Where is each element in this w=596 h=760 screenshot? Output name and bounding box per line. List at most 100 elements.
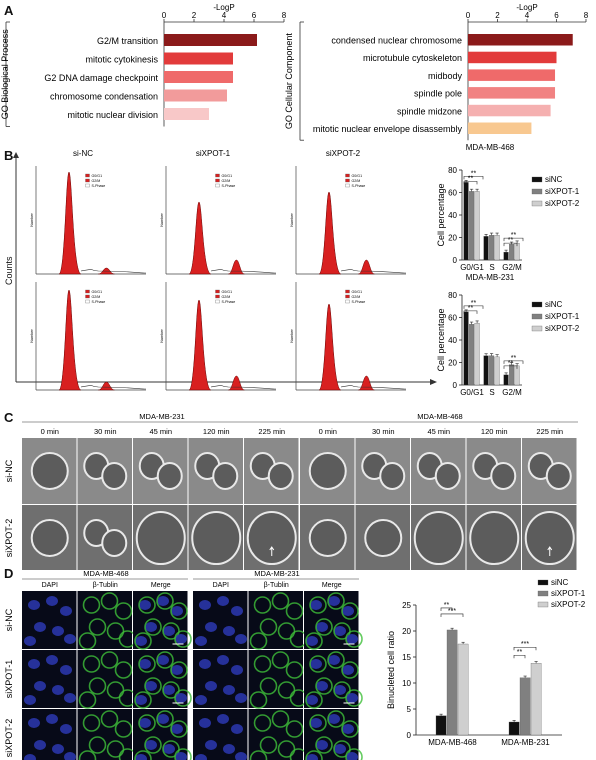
channel-label: DAPI xyxy=(213,582,229,589)
binucleated-bar xyxy=(519,677,531,736)
cc-tick-label: 8 xyxy=(584,11,589,20)
s-phase-trace xyxy=(340,269,407,274)
tubulin-signal xyxy=(341,661,359,679)
tubulin-signal xyxy=(271,710,290,728)
cellcycle-0-y-tick-label: 40 xyxy=(448,211,457,220)
cc-term-label: midbody xyxy=(428,71,463,81)
hist-legend-label: S-Phase xyxy=(222,300,236,304)
cellcycle-1-category-label: G0/G1 xyxy=(460,388,484,397)
cellcycle-1-legend-swatch xyxy=(531,313,543,320)
daughter-cell xyxy=(101,529,128,557)
nucleus xyxy=(24,754,36,760)
binucleated-category-label: MDA-MB-468 xyxy=(428,738,477,747)
nucleus xyxy=(28,718,40,728)
nucleus xyxy=(34,622,46,632)
cell xyxy=(308,452,347,490)
tubulin-signal xyxy=(327,592,345,610)
g1-peak xyxy=(318,191,342,275)
hist-legend-swatch xyxy=(215,178,220,183)
nucleus xyxy=(52,744,64,754)
g2-peak xyxy=(228,375,245,391)
hist-legend-label: S-Phase xyxy=(352,300,366,304)
cell xyxy=(30,519,69,557)
cc-bar xyxy=(468,34,573,46)
binucleated-y-tick-label: 25 xyxy=(402,601,411,610)
tubulin-signal xyxy=(170,720,188,738)
tubulin-signal xyxy=(345,748,363,760)
nucleus xyxy=(46,655,58,665)
nucleus xyxy=(334,685,346,695)
cc-term-label: spindle midzone xyxy=(397,106,462,116)
nucleus xyxy=(145,681,157,691)
cellcycle-0-legend-label: siNC xyxy=(545,175,563,184)
nucleus xyxy=(60,606,72,616)
hist-legend-label: G2/M xyxy=(352,179,361,183)
tubulin-signal xyxy=(134,632,152,650)
time-label: 30 min xyxy=(372,427,395,436)
nucleus xyxy=(171,606,183,616)
time-label: 120 min xyxy=(203,427,230,436)
tubulin-signal xyxy=(309,596,327,614)
cc-term-label: spindle pole xyxy=(414,89,462,99)
tubulin-signal xyxy=(78,691,97,709)
nucleus xyxy=(205,740,217,750)
hist-legend-label: G2/M xyxy=(92,295,101,299)
micrograph xyxy=(77,650,132,708)
tubulin-signal xyxy=(100,710,119,728)
cc-bar xyxy=(468,122,532,134)
tubulin-signal xyxy=(106,740,125,758)
nucleus xyxy=(46,596,58,606)
hist-legend-swatch xyxy=(345,294,350,299)
time-label: 225 min xyxy=(536,427,563,436)
binucleated-y-tick-label: 15 xyxy=(402,653,411,662)
cell-line-title: MDA-MB-468 xyxy=(417,412,462,421)
nucleus xyxy=(235,752,247,760)
daughter-cell xyxy=(545,462,572,490)
hist-legend-label: S-Phase xyxy=(92,184,106,188)
tubulin-signal xyxy=(277,740,296,758)
tubulin-signal xyxy=(88,736,107,754)
tubulin-signal xyxy=(271,651,290,669)
nucleus xyxy=(135,754,147,760)
tubulin-signal xyxy=(305,632,323,650)
cellcycle-1-category-label: G2/M xyxy=(502,388,522,397)
hist-col-title: si-NC xyxy=(73,150,93,158)
nucleus xyxy=(139,600,151,610)
nucleus xyxy=(306,636,318,646)
hist-legend-swatch xyxy=(85,294,90,299)
bp-term-label: chromosome condensation xyxy=(50,92,158,102)
bp-bar xyxy=(164,108,209,120)
tubulin-signal xyxy=(174,689,192,707)
cellcycle-1-y-tick-label: 80 xyxy=(448,291,457,300)
cellcycle-0-bar xyxy=(483,236,489,261)
nucleus xyxy=(60,724,72,734)
cell xyxy=(469,511,520,565)
binucleated-category-label: MDA-MB-231 xyxy=(501,738,550,747)
binucleated-legend-swatch xyxy=(537,590,549,597)
tubulin-signal xyxy=(341,720,359,738)
row-label: siXPOT-2 xyxy=(4,719,14,758)
nucleus xyxy=(310,659,322,669)
row-label: siXPOT-1 xyxy=(4,660,14,699)
tubulin-signal xyxy=(345,689,363,707)
hist-legend-swatch xyxy=(215,294,220,299)
nucleus xyxy=(199,718,211,728)
row-label: si-NC xyxy=(4,459,14,482)
g1-peak xyxy=(58,289,82,391)
tubulin-signal xyxy=(259,736,278,754)
cellcycle-0-bar xyxy=(509,244,515,261)
tubulin-signal xyxy=(156,710,174,728)
hist-arrow-right xyxy=(430,379,437,385)
arrow-indicator xyxy=(547,546,553,556)
sig-label: ** xyxy=(468,175,474,182)
nucleus xyxy=(328,596,340,606)
nucleus xyxy=(205,622,217,632)
cellcycle-1-bar xyxy=(483,355,489,386)
nucleus xyxy=(334,626,346,636)
cc-bar xyxy=(468,51,557,64)
bp-bar xyxy=(164,52,233,65)
tubulin-signal xyxy=(100,651,119,669)
cell xyxy=(246,511,297,565)
hist-legend-label: G2/M xyxy=(352,295,361,299)
tubulin-signal xyxy=(100,592,119,610)
